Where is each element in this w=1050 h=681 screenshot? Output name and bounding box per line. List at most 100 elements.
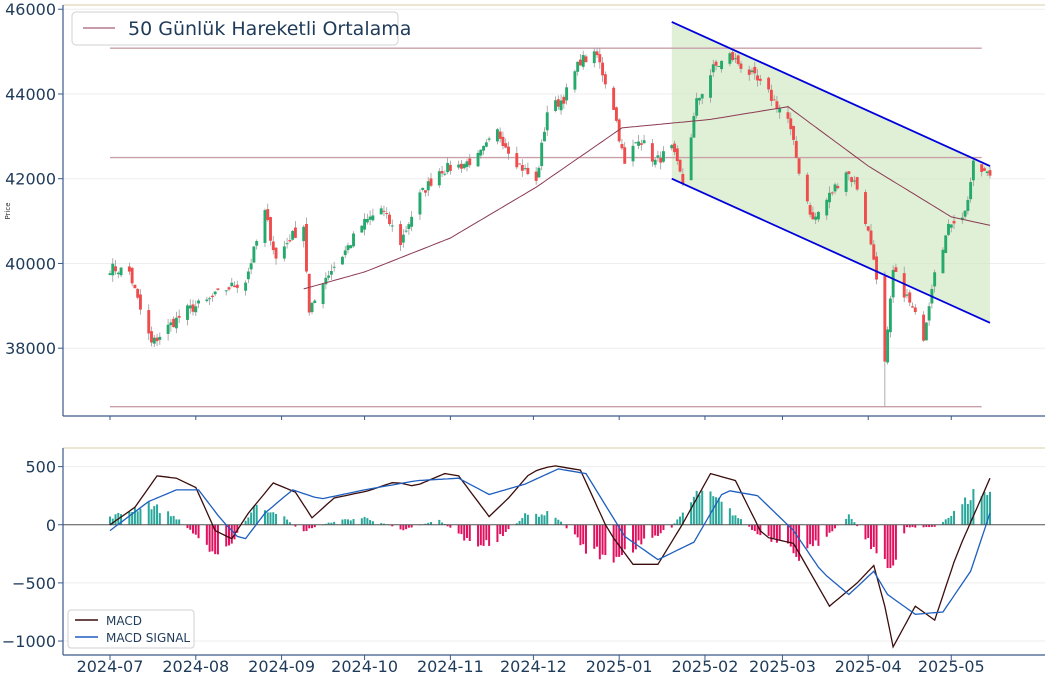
candle-body [360,225,364,233]
candle-body [429,178,433,186]
candle-body [631,145,635,162]
candle-body [944,235,948,253]
macd-histogram-bar [402,524,405,531]
candle-body [894,267,898,272]
macd-histogram-bar [286,519,289,525]
macd-histogram-bar [230,524,233,544]
candle-body [905,294,909,296]
macd-histogram-bar [557,519,560,525]
candle-body [653,159,657,165]
candle-body [534,171,538,181]
candle-body [468,158,472,166]
candle-body [274,247,278,259]
candle-body [601,62,605,76]
macd-histogram-bar [288,522,291,525]
macd-histogram-bar [883,524,886,560]
macd-histogram-bar [399,524,402,530]
candle-body [230,282,234,287]
candle-body [520,164,524,171]
candle-body [902,273,906,298]
macd-histogram-bar [618,524,621,557]
candle-body [808,205,812,215]
x-tick-label: 2025-03 [749,657,816,676]
candle-body [581,54,585,67]
macd-histogram-bar [695,490,698,525]
candle-body [598,54,602,63]
macd-legend-label: MACD [106,614,142,628]
candle-body [424,190,427,193]
macd-histogram-bar [302,524,305,532]
candle-body [717,65,721,67]
candle-body [379,208,383,215]
macd-histogram-bar [346,519,349,525]
candle-body [963,210,967,217]
candle-body [341,256,344,265]
candle-body [188,305,192,309]
candle-body [114,266,117,272]
macd-histogram-bar [446,524,449,527]
candle-body [324,277,328,285]
macd-histogram-bar [172,515,175,525]
candle-body [614,107,618,121]
candle-body [457,164,461,168]
candle-body [233,285,236,288]
macd-histogram-bar [728,508,731,525]
candle-body [150,331,153,343]
candle-body [673,143,676,153]
macd-histogram-bar [709,491,712,525]
macd-histogram-bar [856,524,859,527]
macd-histogram-bar [465,524,468,539]
candle-body [346,245,350,251]
macd-histogram-bar [845,518,848,525]
candle-body [116,272,120,275]
macd-histogram-bar [139,508,142,525]
macd-histogram-bar [294,524,297,527]
macd-histogram-bar [327,522,330,525]
macd-histogram-bar [252,506,255,525]
candle-body [697,97,701,101]
candle-body [875,256,878,280]
candle-body [941,249,945,274]
candle-body [869,230,873,245]
candle-body [828,192,831,203]
candle-body [543,131,546,142]
macd-histogram-bar [153,506,156,525]
candle-body [158,336,162,340]
candle-body [769,89,773,101]
candle-body [559,100,563,111]
candle-body [119,267,123,276]
candle-body [498,131,502,139]
macd-histogram-bar [449,524,452,528]
macd-histogram-bar [250,512,253,525]
macd-histogram-bar [463,524,466,541]
candle-body [913,307,917,313]
candle-body [269,217,272,241]
candle-body [711,64,715,73]
candle-body [786,112,790,119]
macd-histogram-bar [914,524,917,528]
macd-histogram-bar [147,502,150,525]
macd-histogram-bar [468,524,471,541]
macd-histogram-bar [908,524,911,528]
macd-histogram-bar [715,497,718,525]
candle-body [637,141,641,146]
candle-body [133,284,137,289]
candle-body [731,52,735,61]
macd-histogram-bar [847,514,850,525]
candle-body [227,287,231,290]
macd-histogram-bar [720,501,723,525]
macd-histogram-bar [980,496,983,525]
candle-body [747,69,751,75]
macd-histogram-bar [214,524,217,555]
candle-body [775,101,779,109]
x-tick-label: 2024-08 [162,657,229,676]
candle-body [365,218,369,223]
macd-histogram-bar [369,520,372,525]
candle-body [172,318,176,328]
candle-body [390,225,394,227]
candle-body [650,143,654,162]
candle-body [736,55,740,64]
channel-lower-line [671,177,991,324]
